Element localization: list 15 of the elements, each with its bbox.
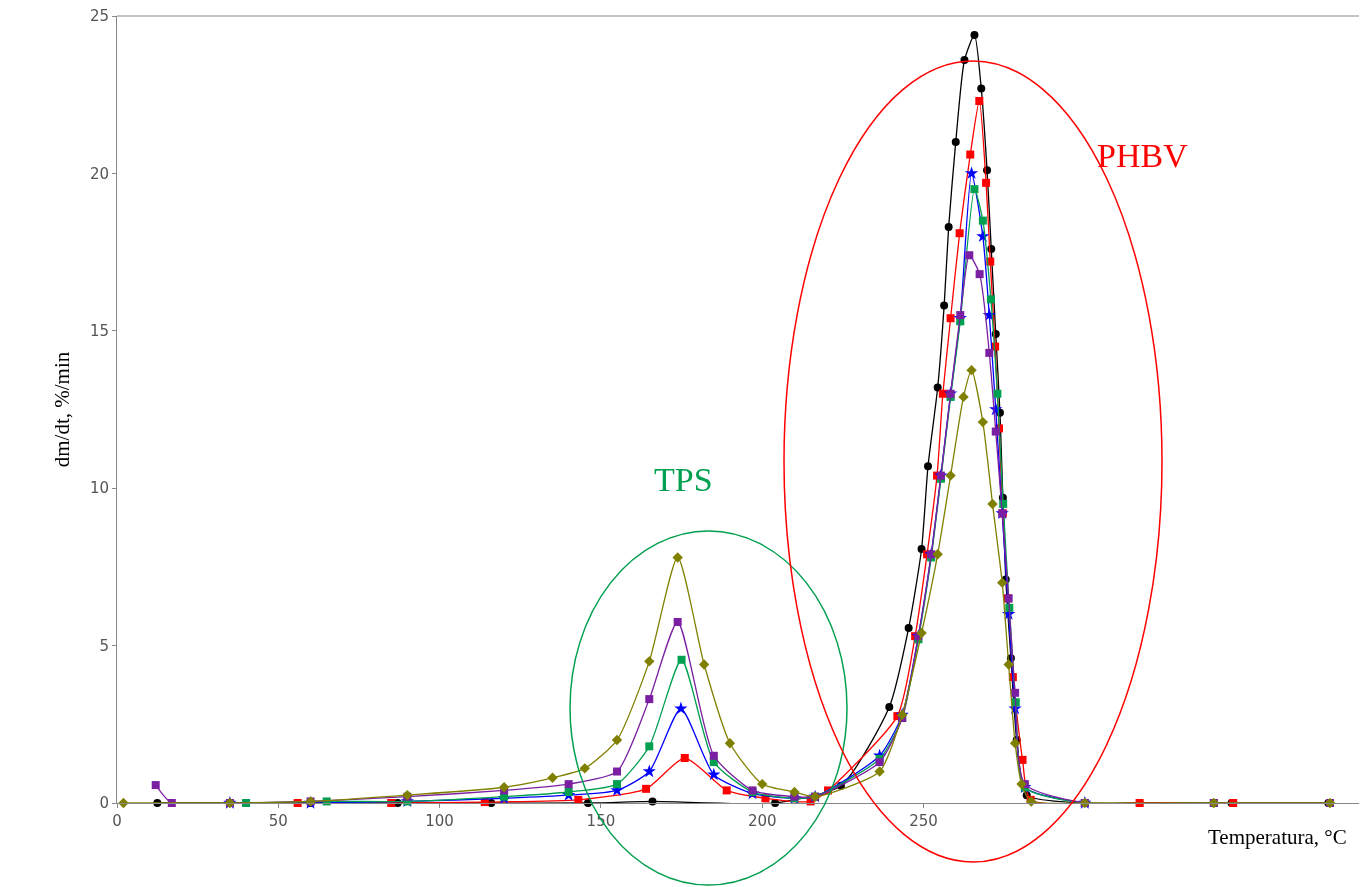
- y-tick-label: 5: [99, 636, 109, 655]
- annotation: PHBV: [1097, 137, 1189, 174]
- x-tick-label: 0: [112, 812, 122, 830]
- y-tick-label: 25: [89, 7, 109, 26]
- y-axis-title: dm/dt, %/min: [50, 351, 75, 468]
- y-tick-label: 0: [99, 794, 109, 813]
- y-tick-label: 20: [89, 164, 109, 183]
- x-tick-label: 100: [425, 812, 454, 830]
- x-tick-label: 250: [909, 812, 938, 830]
- y-tick-label: 15: [89, 322, 109, 341]
- x-tick-label: 200: [747, 812, 777, 830]
- y-tick-label: 10: [89, 479, 109, 498]
- annotation: TPS: [654, 461, 713, 498]
- x-tick-label: 50: [268, 812, 288, 830]
- x-axis-title: Temperatura, °C: [1208, 825, 1347, 849]
